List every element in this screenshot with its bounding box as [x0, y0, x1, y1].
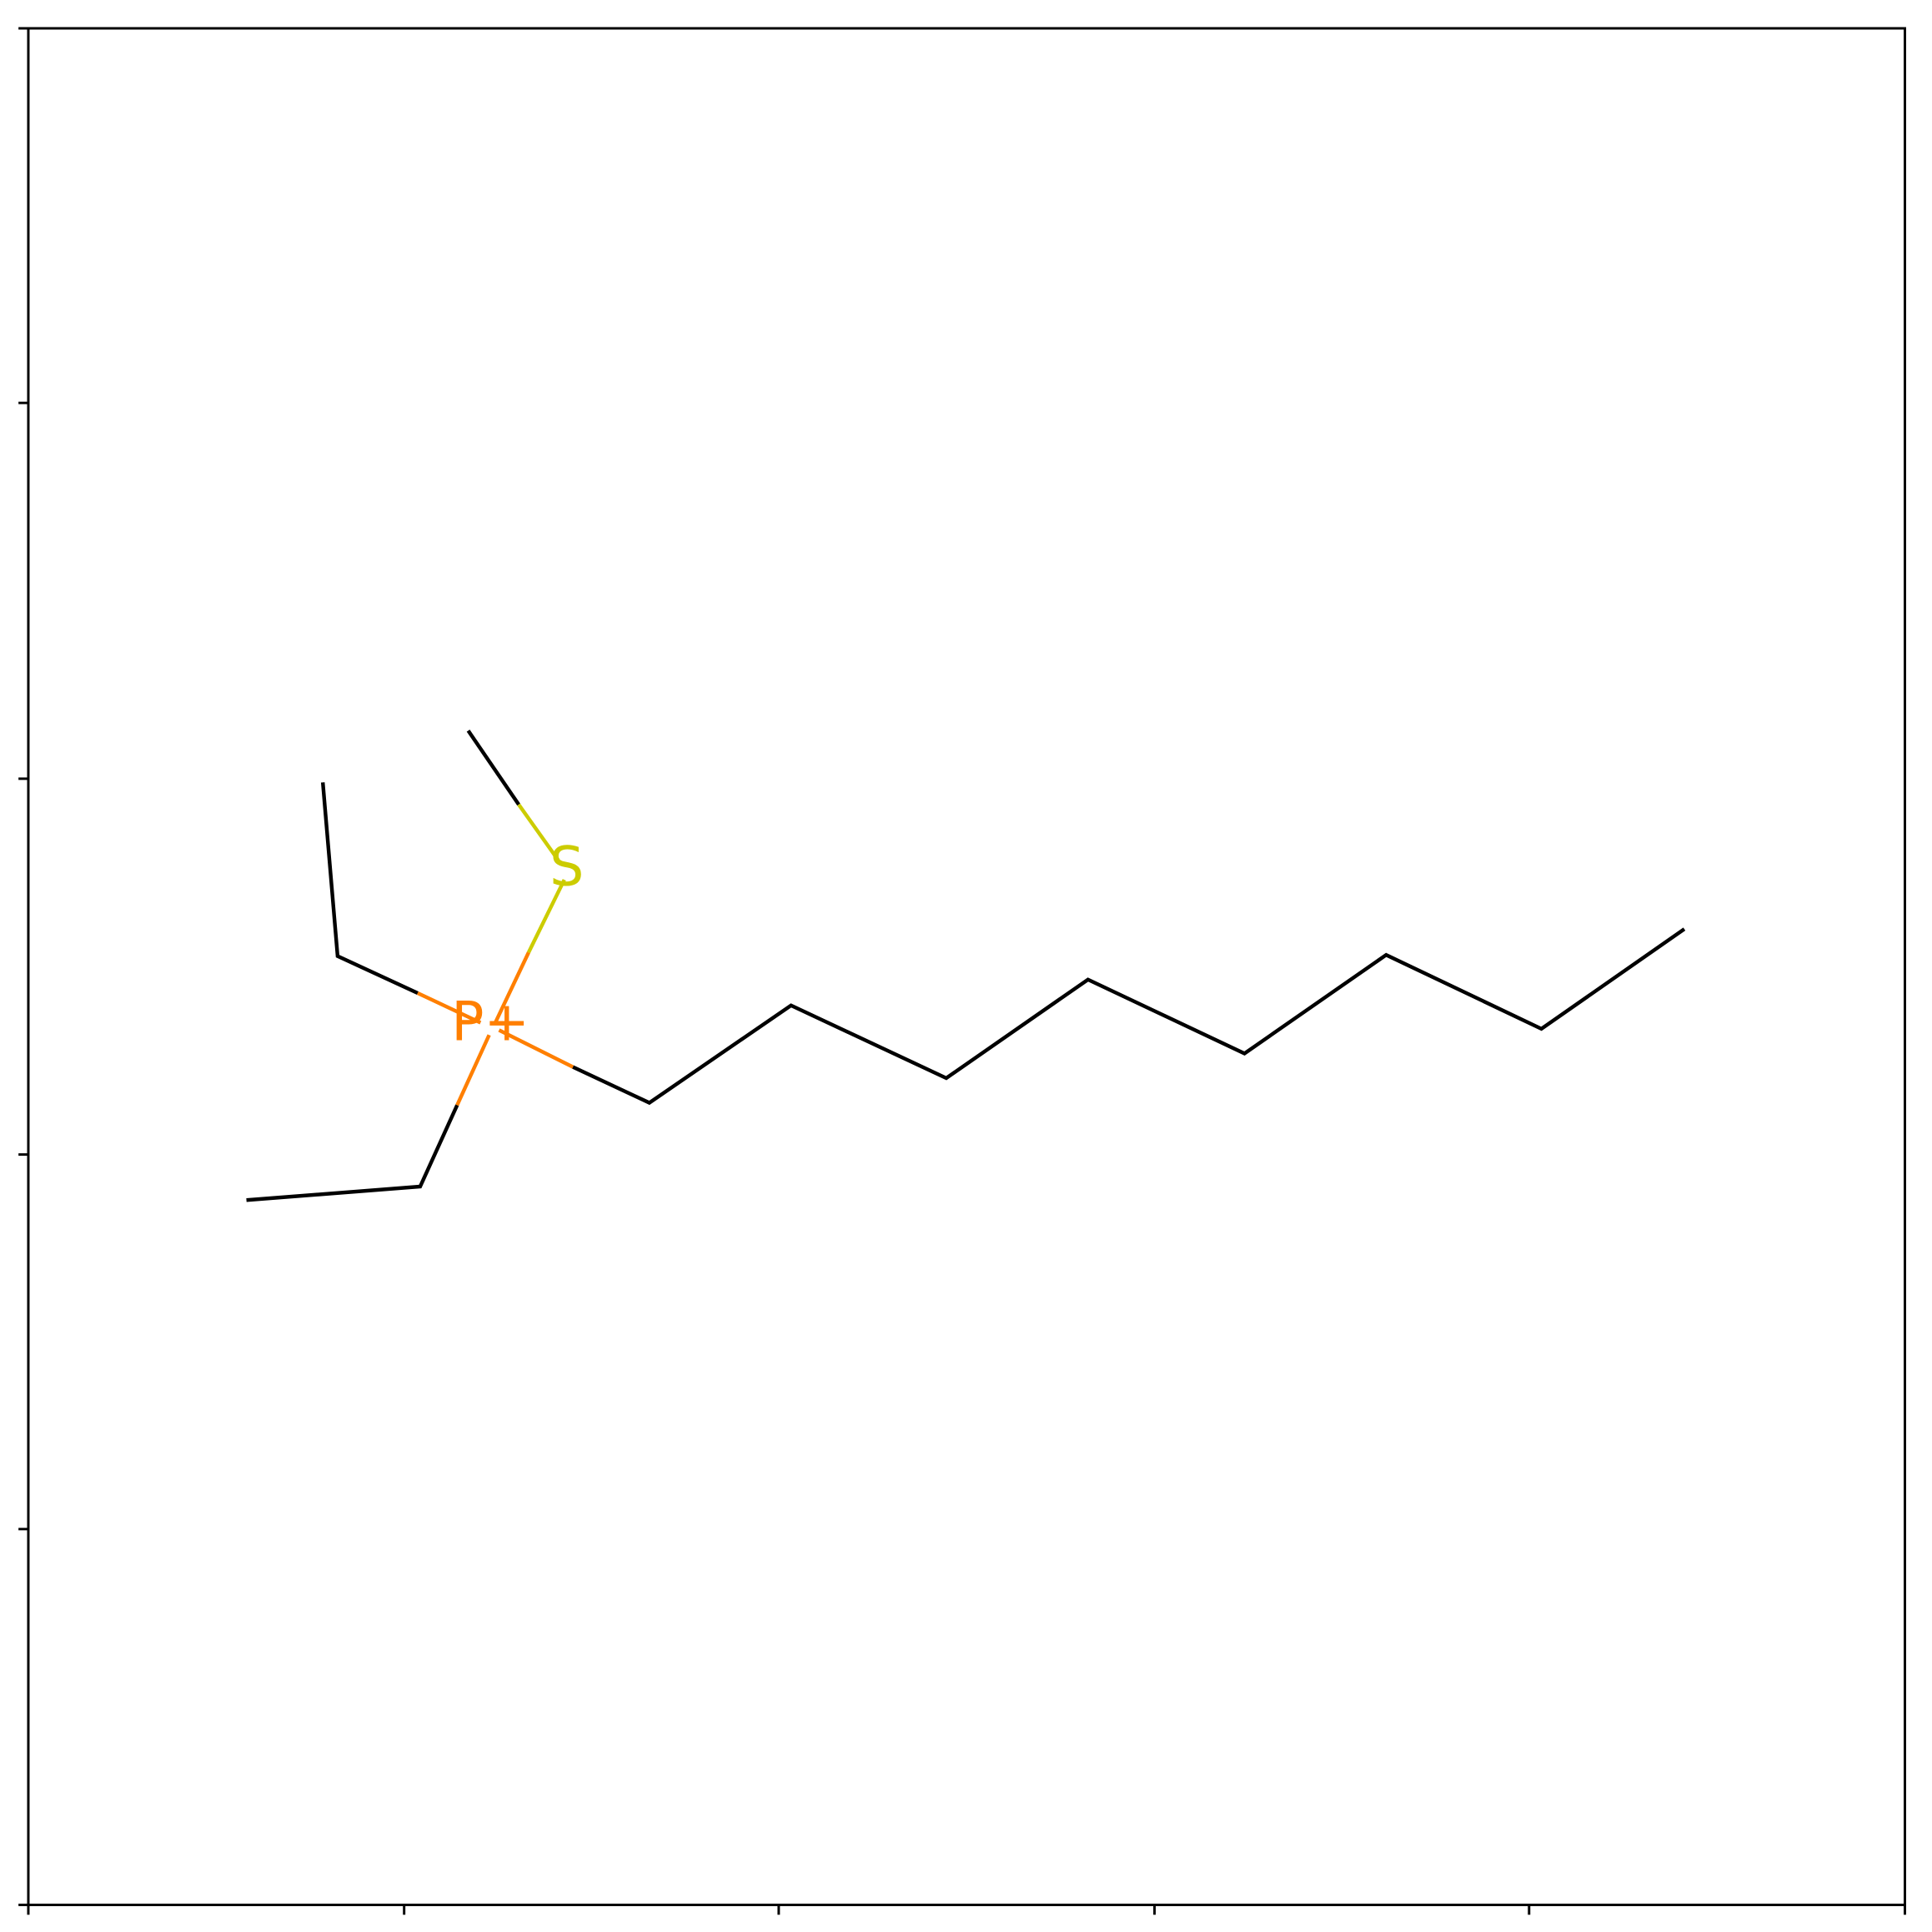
- atom-label: S: [549, 836, 584, 898]
- bond: [320, 782, 419, 996]
- axis-ticks: [18, 27, 1906, 1915]
- atom-label: P+: [451, 991, 529, 1053]
- bond: [494, 951, 530, 1024]
- bond: [246, 1104, 459, 1202]
- bond: [466, 730, 520, 806]
- bond: [498, 1028, 575, 1069]
- bond: [455, 1034, 491, 1107]
- bond: [416, 991, 482, 1025]
- bond: [526, 879, 566, 954]
- bond: [517, 803, 560, 861]
- bonds: [246, 730, 1686, 1202]
- carbon-chain: [572, 927, 1686, 1106]
- axes-frame: [27, 27, 1906, 1906]
